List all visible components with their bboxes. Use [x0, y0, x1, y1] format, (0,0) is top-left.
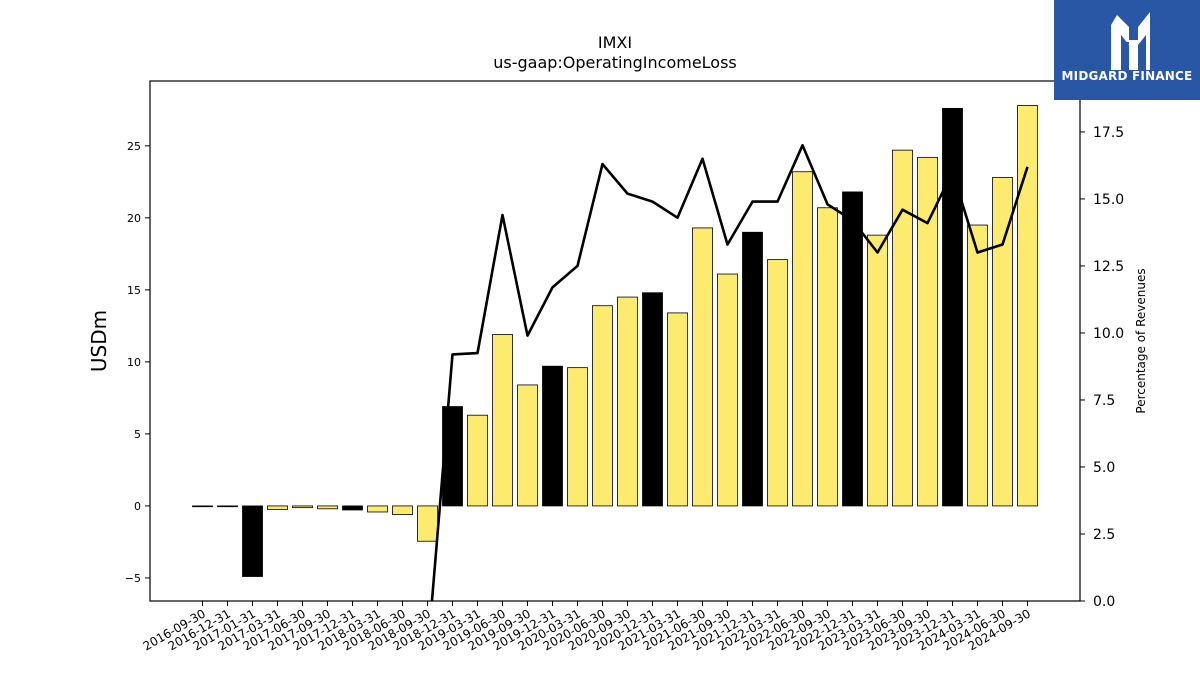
y2-tick-label: 10.0 [1093, 326, 1124, 342]
bar-2021-12-31 [742, 231, 763, 507]
y2-axis-label: Percentage of Revenues [1134, 268, 1148, 413]
brand-name: MIDGARD FINANCE [1061, 69, 1193, 83]
y2-tick-label: 7.5 [1093, 393, 1115, 409]
y2-tick-label: 0.0 [1093, 594, 1115, 610]
bar-2022-09-30 [817, 207, 838, 507]
bar-2018-03-31 [367, 505, 388, 513]
bar-series [192, 105, 1038, 577]
bar-2020-03-31 [567, 367, 588, 507]
bar-2023-12-31 [942, 107, 963, 507]
bar-2024-09-30 [1017, 105, 1038, 507]
bar-2024-03-31 [967, 224, 988, 507]
chart-subtitle: us-gaap:OperatingIncomeLoss [493, 53, 737, 72]
bar-2017-09-30 [317, 505, 338, 510]
y-tick-label: 25 [127, 140, 141, 153]
bar-2021-06-30 [692, 227, 713, 507]
bar-2020-09-30 [617, 296, 638, 507]
bar-2017-01-31 [242, 505, 263, 577]
bar-2016-09-30 [192, 505, 213, 508]
y-tick-label: −5 [125, 572, 141, 585]
y2-tick-label: 15.0 [1093, 192, 1124, 208]
y-tick-label: 15 [127, 284, 141, 297]
y-tick-label: 20 [127, 212, 141, 225]
bar-2021-09-30 [717, 273, 738, 507]
y2-tick-label: 5.0 [1093, 460, 1115, 476]
bar-2022-06-30 [792, 171, 813, 507]
bar-2017-06-30 [292, 505, 313, 509]
bar-2016-12-31 [217, 505, 238, 508]
percentage-line [430, 144, 1029, 601]
brand-emblem-icon [1111, 12, 1150, 70]
bar-2023-03-31 [867, 234, 888, 507]
y-tick-label: 5 [134, 428, 141, 441]
bar-2017-12-31 [342, 505, 363, 511]
bar-2019-12-31 [542, 365, 563, 507]
bar-2023-09-30 [917, 156, 938, 507]
bar-2022-03-31 [767, 259, 788, 507]
y-tick-label: 0 [134, 500, 141, 513]
bar-2023-06-30 [892, 149, 913, 507]
y2-tick-label: 17.5 [1093, 125, 1124, 141]
bar-2019-09-30 [517, 384, 538, 507]
bar-2022-12-31 [842, 191, 863, 507]
bar-2024-06-30 [992, 177, 1013, 507]
bar-2020-06-30 [592, 305, 613, 507]
bar-2018-06-30 [392, 505, 413, 515]
bar-2021-03-31 [667, 312, 688, 507]
y2-tick-label: 2.5 [1093, 527, 1115, 543]
chart-title: IMXI [598, 33, 632, 52]
brand-logo: MIDGARD FINANCE [1054, 0, 1200, 100]
bar-2019-03-31 [467, 414, 488, 507]
plot-frame [149, 80, 1081, 602]
bar-2020-12-31 [642, 292, 663, 507]
bar-2017-03-31 [267, 505, 288, 510]
y-axis-label: USDm [87, 310, 111, 372]
line-series [430, 144, 1029, 601]
bar-2019-06-30 [492, 334, 513, 507]
bar-2018-09-30 [417, 505, 438, 542]
bar-2018-12-31 [442, 406, 463, 507]
y2-tick-label: 12.5 [1093, 259, 1124, 275]
y-tick-label: 10 [127, 356, 141, 369]
